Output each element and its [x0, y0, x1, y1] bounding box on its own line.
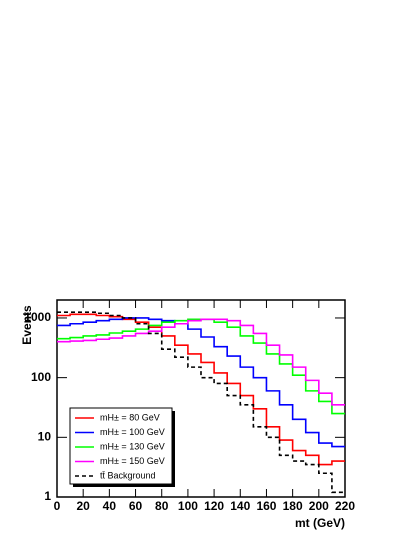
plot-frame	[56, 299, 346, 498]
legend-label: mH± = 80 GeV	[100, 412, 160, 422]
histogram-line	[57, 311, 345, 494]
y-axis-label: Events	[20, 305, 34, 345]
x-tick-label: 60	[129, 499, 143, 513]
histogram-line	[57, 318, 345, 406]
legend-box	[69, 407, 173, 485]
x-tick-label: 160	[256, 499, 276, 513]
x-tick-label: 120	[204, 499, 224, 513]
y-tick-label: 10	[38, 429, 52, 443]
legend-label: mH± = 150 GeV	[100, 456, 165, 466]
histogram-line	[57, 317, 345, 448]
legend-label: mH± = 100 GeV	[100, 427, 165, 437]
legend-label: tt̄ Background	[100, 470, 156, 480]
y-tick-label: 1000	[24, 310, 51, 324]
y-tick-label: 1	[44, 489, 51, 503]
x-tick-label: 200	[309, 499, 329, 513]
x-tick-label: 20	[77, 499, 91, 513]
x-tick-label: 40	[103, 499, 117, 513]
y-tick-label: 100	[31, 370, 51, 384]
histogram-line	[57, 313, 345, 466]
x-tick-label: 0	[54, 499, 61, 513]
x-tick-label: 140	[230, 499, 250, 513]
legend-label: mH± = 130 GeV	[100, 441, 165, 451]
x-tick-label: 100	[178, 499, 198, 513]
x-axis-label: mt (GeV)	[295, 516, 345, 530]
x-tick-label: 220	[335, 499, 355, 513]
x-tick-label: 80	[155, 499, 169, 513]
x-tick-label: 180	[283, 499, 303, 513]
